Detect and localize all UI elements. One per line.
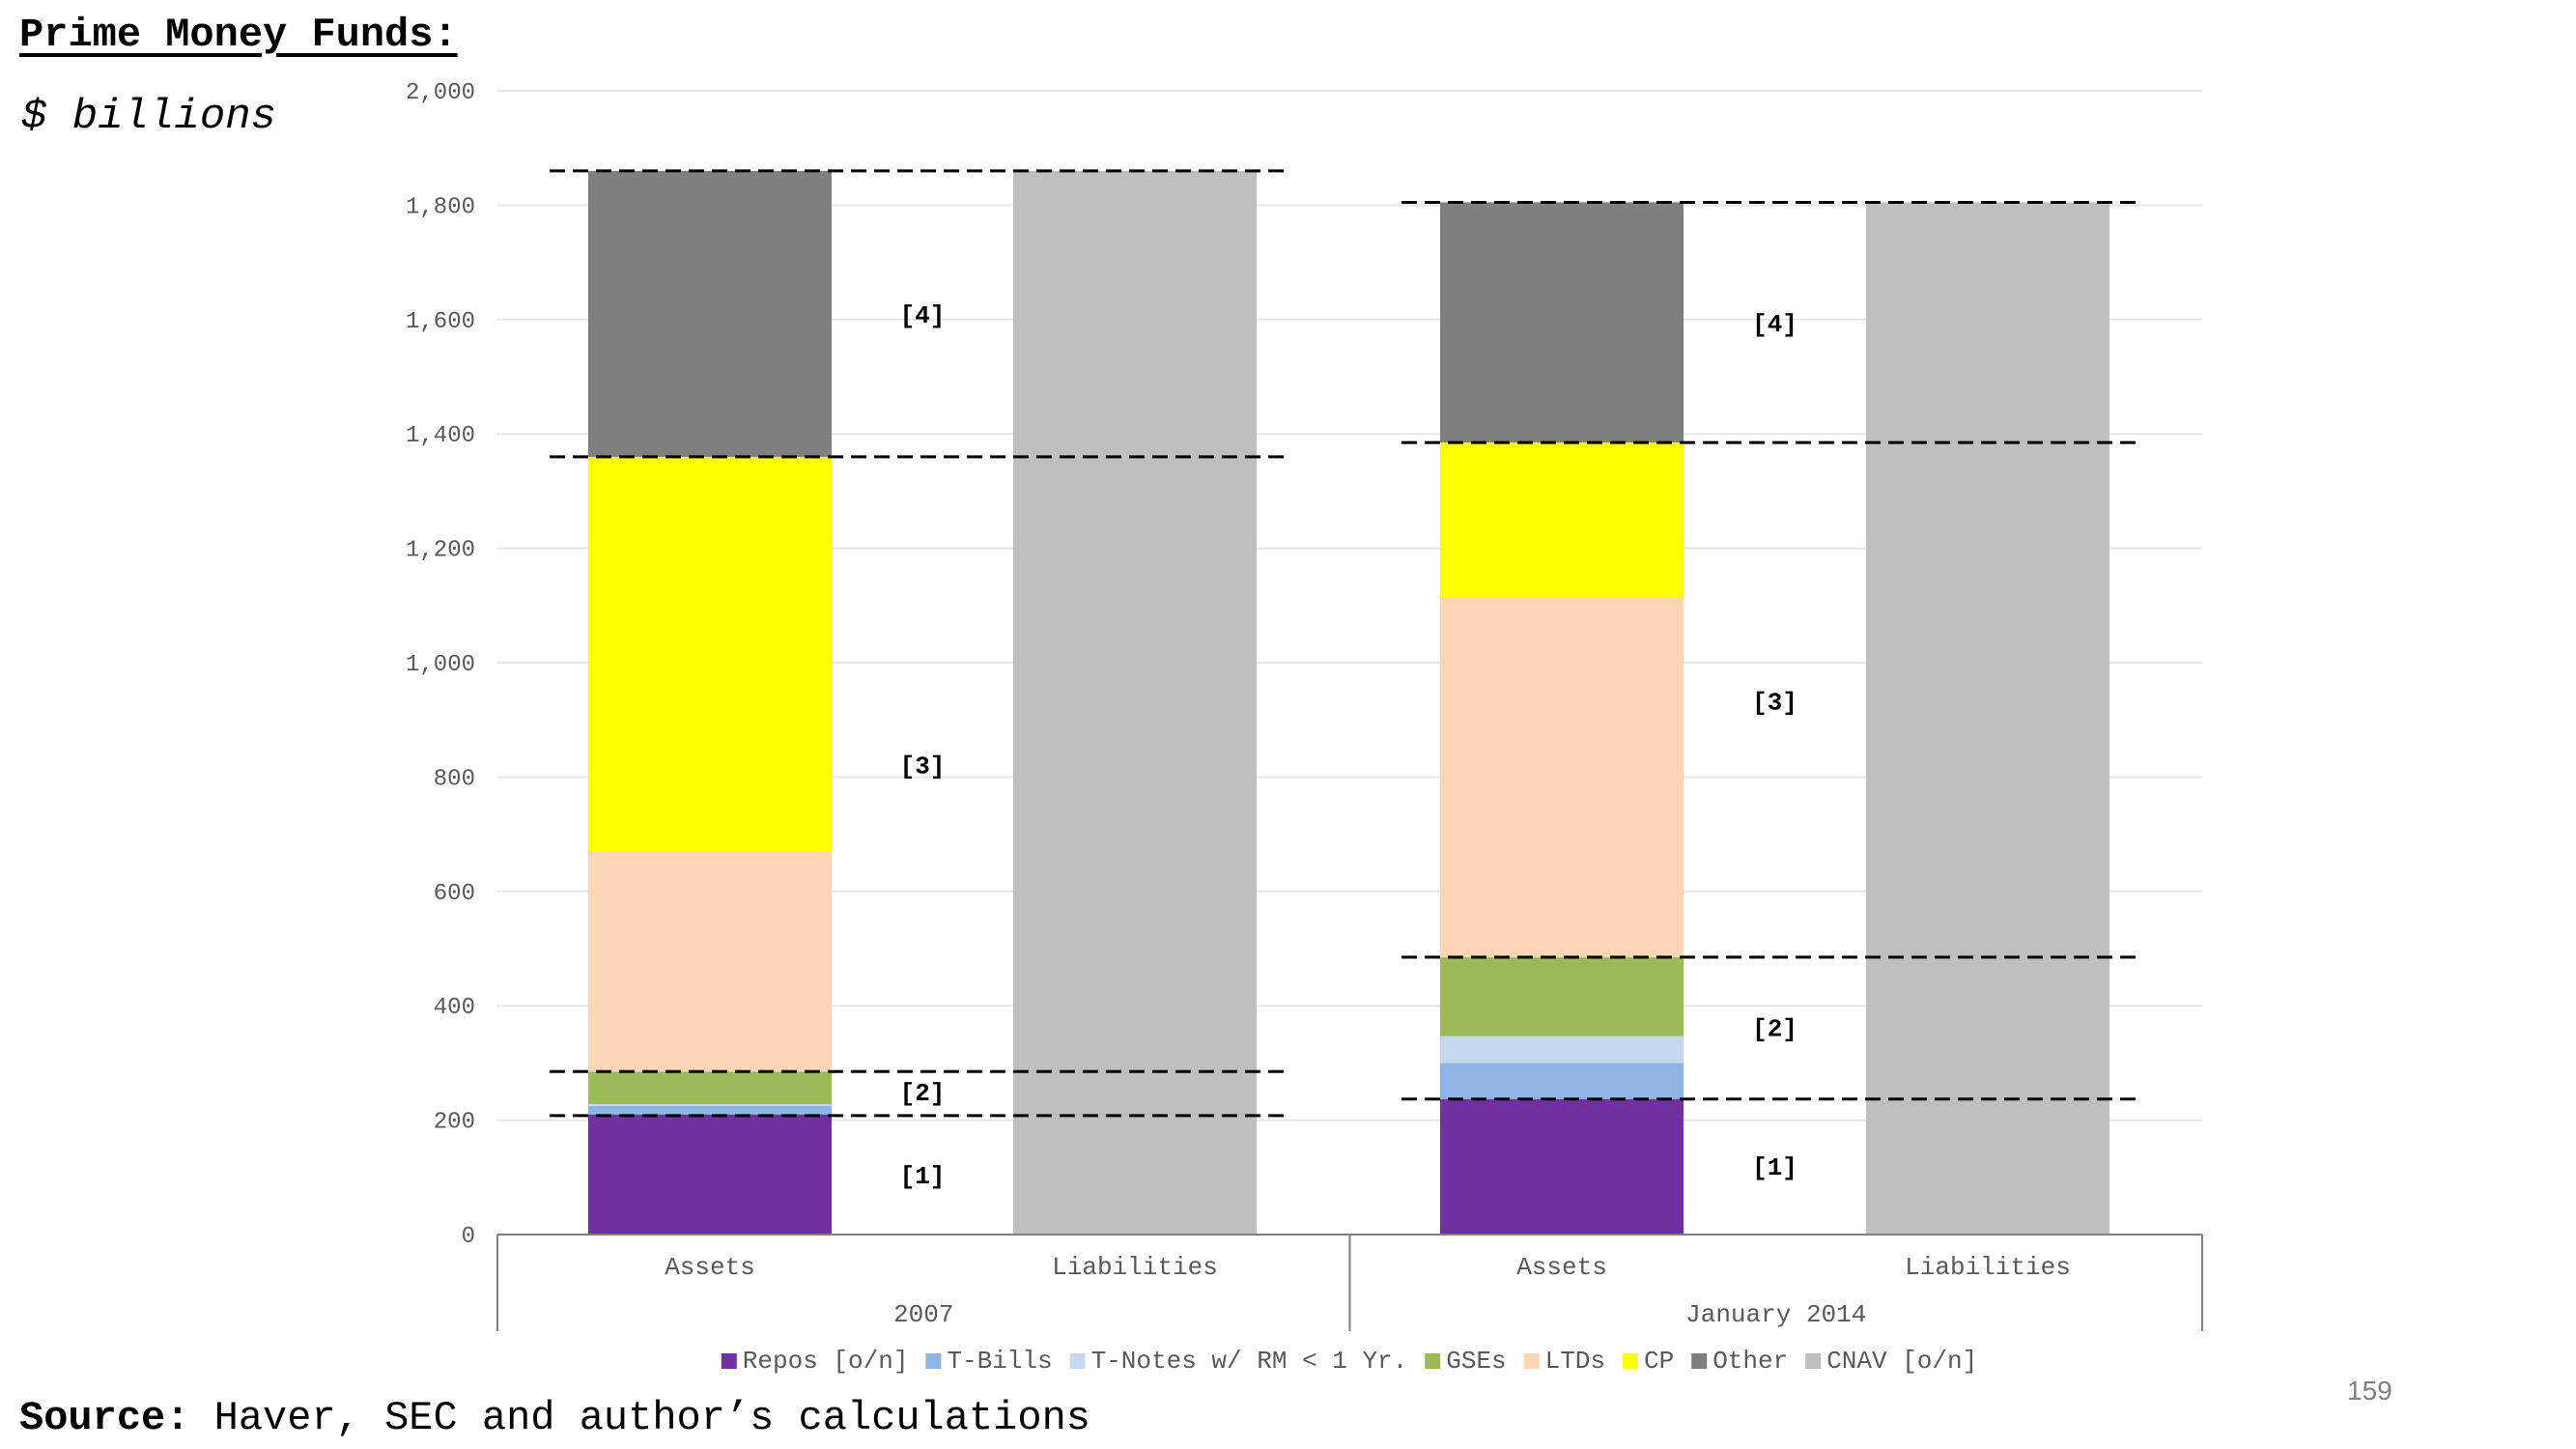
y-tick-label: 1,600: [406, 309, 475, 335]
legend-swatch: [1623, 1353, 1638, 1369]
legend-entry: LTDs: [1545, 1347, 1605, 1376]
x-axis: Assets Liabilities 2007 Assets Liabilities Ja…: [496, 1234, 2203, 1331]
source-label: Source:: [19, 1395, 190, 1441]
x-category-label: Assets: [1516, 1253, 1607, 1282]
x-group-label: January 2014: [1685, 1300, 1866, 1329]
legend-entry: T-Bills: [947, 1347, 1052, 1376]
y-tick-label: 1,200: [406, 538, 475, 564]
y-tick-label: 200: [434, 1110, 475, 1136]
bar-segment: [1440, 1063, 1684, 1099]
bar-segment: [1440, 956, 1684, 1037]
y-tick-label: 0: [462, 1224, 475, 1250]
bar-segment: [588, 170, 832, 457]
unit-label: $ billions: [21, 93, 277, 141]
bracket-label: [3]: [900, 752, 946, 781]
dashed-lines: [550, 169, 2141, 1118]
y-tick-label: 400: [434, 995, 475, 1021]
bracket-label: [2]: [900, 1079, 946, 1108]
legend-entry: Other: [1713, 1347, 1788, 1376]
legend-entry: Repos [o/n]: [743, 1347, 909, 1376]
source-text: Haver, SEC and author’s calculations: [189, 1395, 1090, 1441]
bar-segment: [588, 851, 832, 1072]
legend-swatch: [1691, 1353, 1708, 1369]
bar-segment: [588, 1105, 832, 1115]
bracket-label: [1]: [900, 1162, 946, 1191]
y-tick-label: 2,000: [406, 80, 475, 106]
bracket-label: [1]: [1752, 1153, 1798, 1182]
bar-segment: [1440, 1098, 1684, 1235]
bar-segment: [588, 1114, 832, 1235]
y-tick-label: 1,800: [406, 194, 475, 220]
bar-segment: [588, 456, 832, 852]
x-group-label: 2007: [893, 1300, 953, 1329]
legend-entry: T-Notes w/ RM < 1 Yr.: [1091, 1347, 1408, 1376]
bracket-label: [3]: [1752, 689, 1798, 718]
legend-swatch: [721, 1353, 737, 1369]
x-category-label: Assets: [665, 1253, 755, 1282]
y-tick-label: 1,400: [406, 423, 475, 449]
legend-swatch: [1805, 1353, 1822, 1369]
page-number: 159: [2347, 1376, 2392, 1406]
bar-segment: [588, 1104, 832, 1106]
legend-entry: CNAV [o/n]: [1826, 1347, 1977, 1376]
legend-swatch: [1523, 1353, 1540, 1369]
legend-entry: CP: [1644, 1347, 1674, 1376]
bar-segment: [1013, 170, 1257, 1235]
page-title: Prime Money Funds:: [19, 12, 458, 58]
bars: [588, 170, 2109, 1236]
source-note: Source: Haver, SEC and author’s calculat…: [19, 1395, 1090, 1441]
bracket-label: [4]: [1752, 310, 1798, 339]
bar-segment: [1866, 202, 2109, 1236]
bar-segment: [1440, 596, 1684, 957]
bar-segment: [1440, 442, 1684, 597]
y-tick-label: 800: [434, 766, 475, 792]
legend-entry: GSEs: [1446, 1347, 1506, 1376]
y-tick-label: 600: [434, 881, 475, 907]
legend-swatch: [1069, 1353, 1086, 1369]
x-category-label: Liabilities: [1052, 1253, 1218, 1282]
bracket-labels: [1] [2] [3] [4] [1] [2] [3] [4]: [900, 301, 1798, 1191]
y-tick-label: 1,000: [406, 652, 475, 678]
bracket-label: [2]: [1752, 1015, 1798, 1044]
bar-segment: [588, 1071, 832, 1105]
x-category-label: Liabilities: [1905, 1253, 2071, 1282]
legend: Repos [o/n] T-Bills T-Notes w/ RM < 1 Yr. G…: [721, 1347, 1977, 1376]
legend-swatch: [1425, 1353, 1441, 1369]
y-axis: 0 200 400 600 800 1,000 1,200 1,400 1,600 1,800 2,…: [406, 80, 475, 1250]
legend-swatch: [925, 1353, 942, 1369]
bar-segment: [1440, 1036, 1684, 1064]
bracket-label: [4]: [900, 301, 946, 330]
bar-segment: [1440, 202, 1684, 443]
